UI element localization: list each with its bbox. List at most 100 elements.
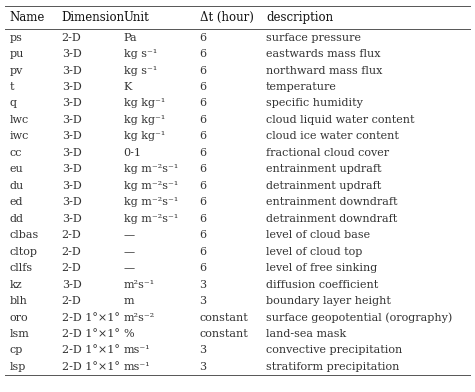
Text: constant: constant [200, 329, 248, 339]
Text: 2-D 1°×1°: 2-D 1°×1° [62, 362, 120, 372]
Text: cp: cp [10, 345, 23, 356]
Text: 3-D: 3-D [62, 148, 82, 158]
Text: m²s⁻¹: m²s⁻¹ [124, 279, 155, 290]
Text: 6: 6 [200, 247, 207, 257]
Text: temperature: temperature [266, 82, 337, 92]
Text: kg s⁻¹: kg s⁻¹ [124, 65, 157, 76]
Text: 0-1: 0-1 [124, 148, 142, 158]
Text: —: — [124, 247, 134, 257]
Text: du: du [10, 181, 24, 191]
Text: 6: 6 [200, 82, 207, 92]
Text: eastwards mass flux: eastwards mass flux [266, 49, 380, 59]
Text: 6: 6 [200, 214, 207, 224]
Text: %: % [124, 329, 134, 339]
Text: q: q [10, 98, 17, 109]
Text: kz: kz [10, 279, 22, 290]
Text: fractional cloud cover: fractional cloud cover [266, 148, 389, 158]
Text: 2-D 1°×1°: 2-D 1°×1° [62, 312, 120, 323]
Text: detrainment updraft: detrainment updraft [266, 181, 381, 191]
Text: 2-D 1°×1°: 2-D 1°×1° [62, 329, 120, 339]
Text: 3-D: 3-D [62, 82, 82, 92]
Text: 3-D: 3-D [62, 164, 82, 174]
Text: ms⁻¹: ms⁻¹ [124, 345, 150, 356]
Text: blh: blh [10, 296, 28, 306]
Text: kg s⁻¹: kg s⁻¹ [124, 49, 157, 59]
Text: 3-D: 3-D [62, 49, 82, 59]
Text: cllfs: cllfs [10, 263, 33, 273]
Text: cc: cc [10, 148, 22, 158]
Text: surface pressure: surface pressure [266, 33, 361, 43]
Text: 2-D: 2-D [62, 296, 82, 306]
Text: cloud liquid water content: cloud liquid water content [266, 115, 415, 125]
Text: ed: ed [10, 197, 23, 207]
Text: 6: 6 [200, 197, 207, 207]
Text: 3-D: 3-D [62, 65, 82, 76]
Text: 6: 6 [200, 131, 207, 142]
Text: m²s⁻²: m²s⁻² [124, 312, 155, 323]
Text: 3-D: 3-D [62, 279, 82, 290]
Text: 3: 3 [200, 279, 207, 290]
Text: Δt (hour): Δt (hour) [200, 11, 253, 24]
Text: northward mass flux: northward mass flux [266, 65, 382, 76]
Text: 6: 6 [200, 98, 207, 109]
Text: kg m⁻²s⁻¹: kg m⁻²s⁻¹ [124, 181, 178, 191]
Text: Name: Name [10, 11, 45, 24]
Text: 2-D: 2-D [62, 263, 82, 273]
Text: kg kg⁻¹: kg kg⁻¹ [124, 115, 165, 125]
Text: convective precipitation: convective precipitation [266, 345, 402, 356]
Text: level of cloud base: level of cloud base [266, 230, 370, 240]
Text: pv: pv [10, 65, 23, 76]
Text: 3: 3 [200, 362, 207, 372]
Text: kg m⁻²s⁻¹: kg m⁻²s⁻¹ [124, 197, 178, 207]
Text: surface geopotential (orography): surface geopotential (orography) [266, 312, 452, 323]
Text: 6: 6 [200, 115, 207, 125]
Text: cltop: cltop [10, 247, 38, 257]
Text: 3-D: 3-D [62, 197, 82, 207]
Text: detrainment downdraft: detrainment downdraft [266, 214, 397, 224]
Text: t: t [10, 82, 14, 92]
Text: clbas: clbas [10, 230, 39, 240]
Text: 3-D: 3-D [62, 115, 82, 125]
Text: oro: oro [10, 312, 28, 323]
Text: 2-D 1°×1°: 2-D 1°×1° [62, 345, 120, 356]
Text: constant: constant [200, 312, 248, 323]
Text: ps: ps [10, 33, 22, 43]
Text: ms⁻¹: ms⁻¹ [124, 362, 150, 372]
Text: kg kg⁻¹: kg kg⁻¹ [124, 98, 165, 109]
Text: entrainment updraft: entrainment updraft [266, 164, 381, 174]
Text: 2-D: 2-D [62, 247, 82, 257]
Text: 3: 3 [200, 345, 207, 356]
Text: —: — [124, 230, 134, 240]
Text: pu: pu [10, 49, 24, 59]
Text: 3-D: 3-D [62, 214, 82, 224]
Text: kg m⁻²s⁻¹: kg m⁻²s⁻¹ [124, 214, 178, 224]
Text: dd: dd [10, 214, 23, 224]
Text: 3-D: 3-D [62, 131, 82, 142]
Text: 6: 6 [200, 65, 207, 76]
Text: 3: 3 [200, 296, 207, 306]
Text: lsp: lsp [10, 362, 26, 372]
Text: Pa: Pa [124, 33, 137, 43]
Text: 6: 6 [200, 148, 207, 158]
Text: 6: 6 [200, 33, 207, 43]
Text: eu: eu [10, 164, 23, 174]
Text: specific humidity: specific humidity [266, 98, 363, 109]
Text: description: description [266, 11, 333, 24]
Text: kg m⁻²s⁻¹: kg m⁻²s⁻¹ [124, 164, 178, 174]
Text: Unit: Unit [124, 11, 149, 24]
Text: K: K [124, 82, 132, 92]
Text: m: m [124, 296, 134, 306]
Text: land-sea mask: land-sea mask [266, 329, 346, 339]
Text: 6: 6 [200, 263, 207, 273]
Text: 6: 6 [200, 164, 207, 174]
Text: boundary layer height: boundary layer height [266, 296, 391, 306]
Text: 3-D: 3-D [62, 98, 82, 109]
Text: 2-D: 2-D [62, 230, 82, 240]
Text: 6: 6 [200, 181, 207, 191]
Text: 2-D: 2-D [62, 33, 82, 43]
Text: diffusion coefficient: diffusion coefficient [266, 279, 378, 290]
Text: level of cloud top: level of cloud top [266, 247, 362, 257]
Text: lwc: lwc [10, 115, 29, 125]
Text: level of free sinking: level of free sinking [266, 263, 377, 273]
Text: cloud ice water content: cloud ice water content [266, 131, 399, 142]
